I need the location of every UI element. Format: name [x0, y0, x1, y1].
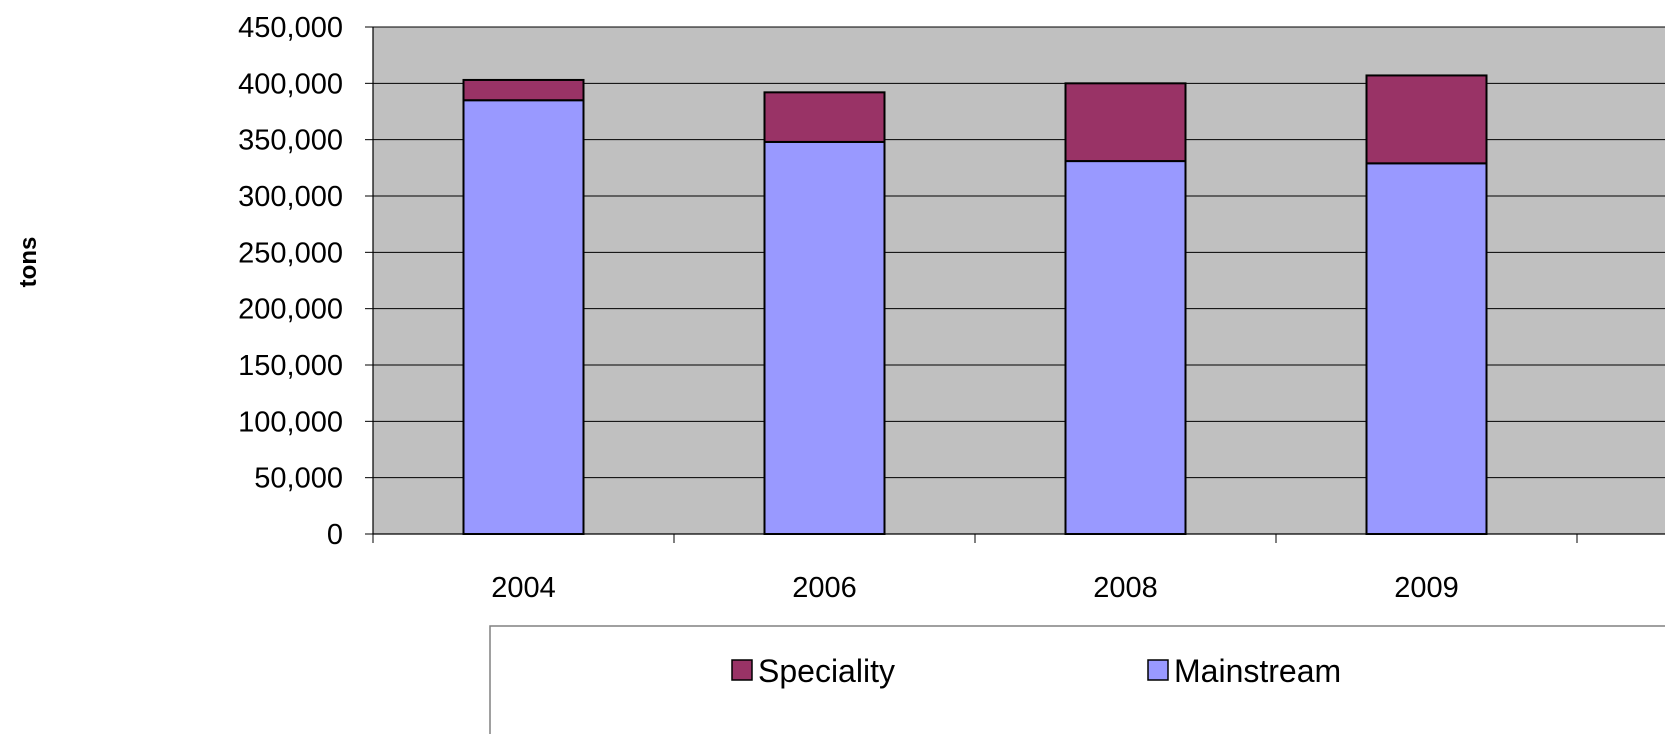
bar-speciality-2006: [763, 91, 886, 143]
axes: [365, 26, 1665, 543]
legend-label-mainstream: Mainstream: [1174, 653, 1341, 689]
y-tick-label: 250,000: [238, 237, 343, 269]
x-tick-label: 2009: [1394, 572, 1459, 604]
x-tick-label: 2006: [792, 572, 857, 604]
y-tick-label: 300,000: [238, 181, 343, 213]
bar-mainstream-2006: [763, 140, 886, 535]
x-tick-label: 2004: [491, 572, 556, 604]
y-tick-label: 150,000: [238, 350, 343, 382]
bar-speciality-2004: [462, 78, 585, 102]
y-tick-label: 450,000: [238, 12, 343, 44]
y-tick-label: 200,000: [238, 294, 343, 326]
y-tick-labels: 0 50,000 100,000 150,000 200,000 250,000 300,0…: [238, 12, 343, 551]
bar-speciality-2008: [1064, 82, 1187, 163]
bar-mainstream-2008: [1064, 160, 1187, 535]
bar-mainstream-2009: [1365, 162, 1488, 535]
bar-speciality-2009: [1365, 74, 1488, 165]
y-tick-label: 350,000: [238, 125, 343, 157]
legend-label-speciality: Speciality: [758, 653, 895, 689]
legend-box: [489, 625, 1665, 734]
y-tick-label: 400,000: [238, 68, 343, 100]
bar-mainstream-2004: [462, 99, 585, 535]
y-tick-label: 100,000: [238, 406, 343, 438]
y-tick-label: 0: [327, 519, 343, 551]
legend: Speciality Mainstream: [489, 625, 1665, 734]
y-tick-label: 50,000: [254, 463, 343, 495]
x-tick-labels: 2004 2006 2008 2009: [491, 572, 1459, 604]
x-tick-label: 2008: [1093, 572, 1158, 604]
y-axis-label: tons: [15, 237, 42, 288]
legend-swatch-speciality: [731, 659, 753, 681]
legend-swatch-mainstream: [1147, 659, 1169, 681]
bars: [462, 74, 1488, 535]
